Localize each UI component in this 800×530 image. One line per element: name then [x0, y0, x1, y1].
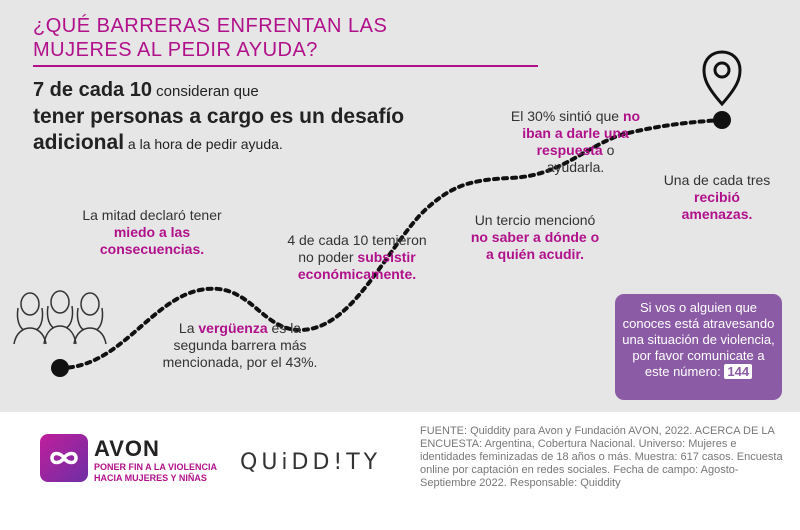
intro-line-1: 7 de cada 10 consideran que	[33, 78, 553, 104]
intro-lead-stat: 7 de cada 10	[33, 79, 152, 101]
stat-third-highlight: no saber a dónde o a quién acudir.	[470, 229, 600, 262]
stat-half-fear: La mitad declaró tener miedo a las conse…	[82, 207, 222, 258]
avon-infinity-logo	[40, 434, 88, 482]
stat-economic-highlight: subsistir económicamente.	[297, 249, 417, 282]
stat-thirty-after: o ayudarla.	[546, 142, 615, 175]
stat-thirty-highlight: no iban a darle una respuesta	[522, 108, 641, 158]
journey-path	[51, 50, 742, 377]
stat-threats-text: Una de cada tres	[663, 172, 771, 188]
intro-line-3-rest: a la hora de pedir ayuda.	[124, 136, 283, 152]
stat-third-text: Un tercio mencionó	[474, 212, 596, 228]
stat-shame-before: La	[178, 320, 199, 336]
intro-line-3: adicional a la hora de pedir ayuda.	[33, 130, 553, 157]
avon-tagline: PONER FIN A LA VIOLENCIA HACIA MUJERES Y…	[94, 462, 217, 484]
intro-statement: 7 de cada 10 consideran que tener person…	[33, 78, 553, 157]
stat-shame-after: es la segunda barrera más mencionada, po…	[162, 320, 318, 370]
path-start-dot	[51, 359, 69, 377]
footer-area	[0, 412, 800, 530]
title-line-1: ¿QUÉ BARRERAS ENFRENTAN LAS	[33, 15, 388, 37]
avon-tagline-line-1: PONER FIN A LA VIOLENCIA	[94, 462, 218, 472]
stat-third: Un tercio mencionó no saber a dónde o a …	[470, 212, 600, 263]
avon-tagline-line-2: HACIA MUJERES Y NIÑAS	[94, 473, 207, 483]
location-pin-icon	[702, 50, 742, 107]
help-hotline-box: Si vos o alguien que conoces está atrave…	[615, 294, 782, 400]
intro-lead-rest: consideran que	[151, 83, 259, 100]
stat-economic: 4 de cada 10 temieron no poder subsistir…	[282, 232, 432, 283]
intro-line-3-bold: adicional	[33, 131, 125, 154]
stat-threats-highlight: recibió amenazas.	[681, 189, 753, 222]
quiddity-logo: QUiDD!TY	[240, 450, 382, 475]
hotline-number: 144	[724, 364, 753, 379]
intro-line-2: tener personas a cargo es un desafío	[33, 105, 405, 128]
stat-half-highlight: miedo a las consecuencias.	[99, 224, 205, 257]
stat-half-text: La mitad declaró tener	[82, 207, 222, 223]
women-group-icon	[13, 290, 107, 345]
stat-shame-highlight: vergüenza	[198, 320, 268, 336]
stat-threats: Una de cada tres recibió amenazas.	[658, 172, 776, 223]
stat-economic-text: 4 de cada 10 temieron no poder	[287, 232, 427, 265]
help-box-text: Si vos o alguien que conoces está atrave…	[622, 300, 775, 379]
path-end-dot	[713, 111, 731, 129]
avon-brand-name: AVON	[94, 436, 160, 461]
dotted-journey-line	[58, 118, 724, 370]
source-note: FUENTE: Quiddity para Avon y Fundación A…	[420, 425, 783, 489]
title-divider	[33, 65, 538, 67]
stat-shame: La vergüenza es la segunda barrera más m…	[160, 320, 320, 371]
stat-thirty-percent: El 30% sintió que no iban a darle una re…	[508, 108, 643, 176]
title-line-2: MUJERES AL PEDIR AYUDA?	[33, 39, 318, 61]
stat-thirty-text: El 30% sintió que	[510, 108, 623, 124]
page-title: ¿QUÉ BARRERAS ENFRENTAN LAS MUJERES AL P…	[33, 14, 553, 62]
